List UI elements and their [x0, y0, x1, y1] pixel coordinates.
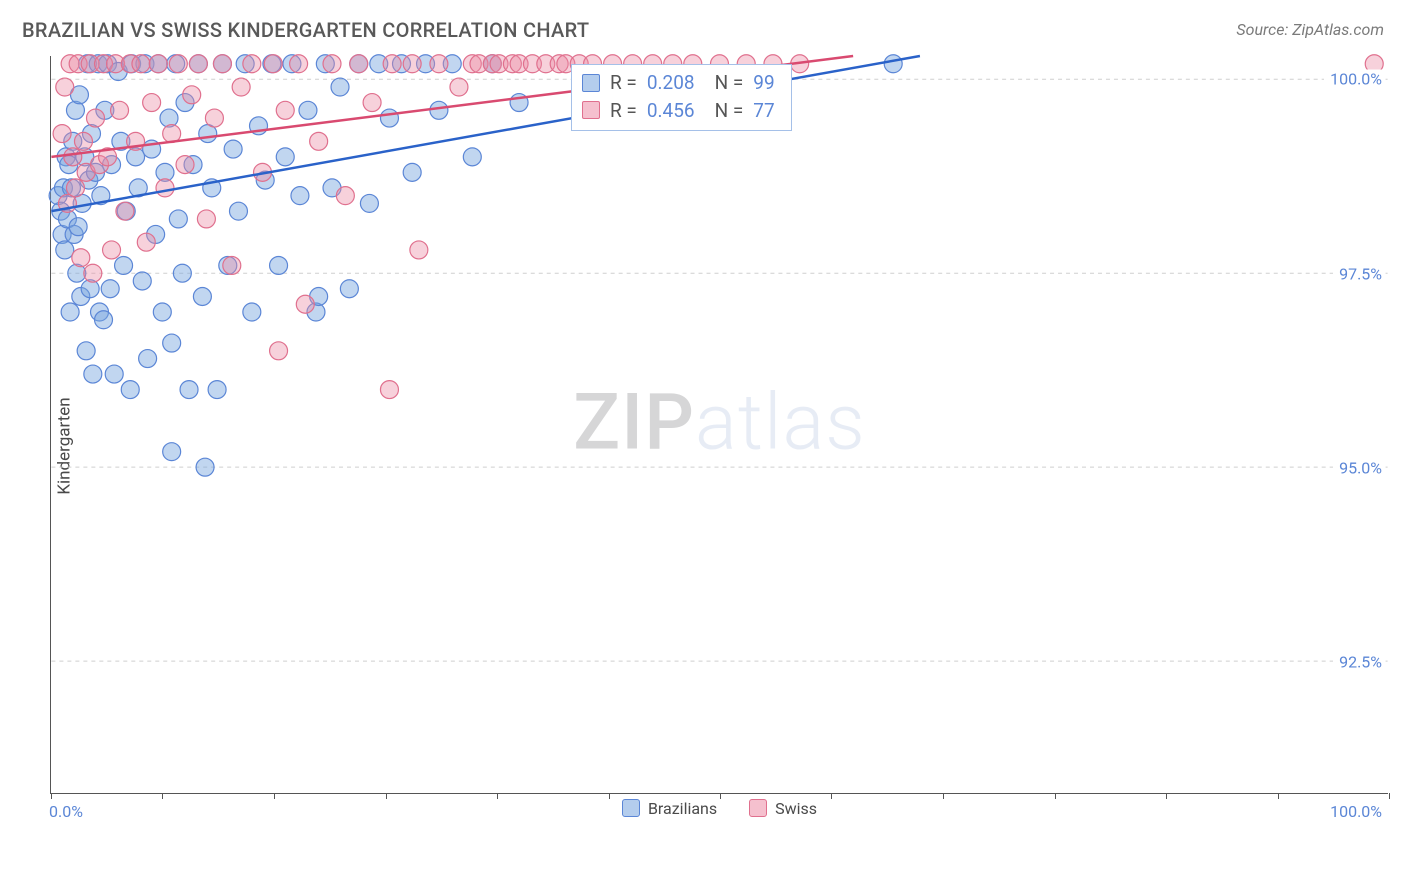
x-tick: [274, 793, 275, 799]
x-tick: [1055, 793, 1056, 799]
stats-n-label: N =: [715, 69, 744, 97]
chart-title: BRAZILIAN VS SWISS KINDERGARTEN CORRELAT…: [22, 18, 589, 42]
legend-item-swiss: Swiss: [749, 799, 817, 818]
plot-area: ZIPatlas R = 0.208 N = 99 R = 0.456 N = …: [50, 56, 1388, 794]
legend: Brazilians Swiss: [51, 799, 1388, 822]
x-tick: [1389, 793, 1390, 799]
trend-layer: [51, 56, 1388, 793]
stats-r-value-swiss: 0.456: [647, 97, 695, 125]
stats-row-swiss: R = 0.456 N = 77: [582, 97, 775, 125]
stats-r-label: R =: [610, 97, 637, 125]
x-tick: [831, 793, 832, 799]
x-tick: [497, 793, 498, 799]
y-tick-label: 92.5%: [1333, 652, 1382, 671]
stats-box: R = 0.208 N = 99 R = 0.456 N = 77: [571, 64, 792, 131]
y-tick-label: 95.0%: [1333, 458, 1382, 477]
stats-swatch-swiss: [582, 101, 600, 119]
y-tick-label: 97.5%: [1333, 264, 1382, 283]
stats-n-value-swiss: 77: [753, 97, 774, 125]
stats-n-value-brazilians: 99: [753, 69, 774, 97]
legend-swatch-swiss: [749, 799, 767, 817]
x-tick: [609, 793, 610, 799]
stats-swatch-brazilians: [582, 74, 600, 92]
x-tick: [720, 793, 721, 799]
x-tick: [162, 793, 163, 799]
stats-row-brazilians: R = 0.208 N = 99: [582, 69, 775, 97]
x-tick: [51, 793, 52, 799]
y-tick-label: 100.0%: [1324, 70, 1382, 89]
x-tick: [1278, 793, 1279, 799]
x-tick: [386, 793, 387, 799]
x-tick: [943, 793, 944, 799]
stats-n-label: N =: [715, 97, 744, 125]
legend-item-brazilians: Brazilians: [622, 799, 717, 818]
legend-label-brazilians: Brazilians: [648, 799, 717, 818]
legend-swatch-brazilians: [622, 799, 640, 817]
source-attribution: Source: ZipAtlas.com: [1236, 20, 1384, 39]
legend-label-swiss: Swiss: [775, 799, 817, 818]
x-tick: [1166, 793, 1167, 799]
stats-r-value-brazilians: 0.208: [647, 69, 695, 97]
stats-r-label: R =: [610, 69, 637, 97]
